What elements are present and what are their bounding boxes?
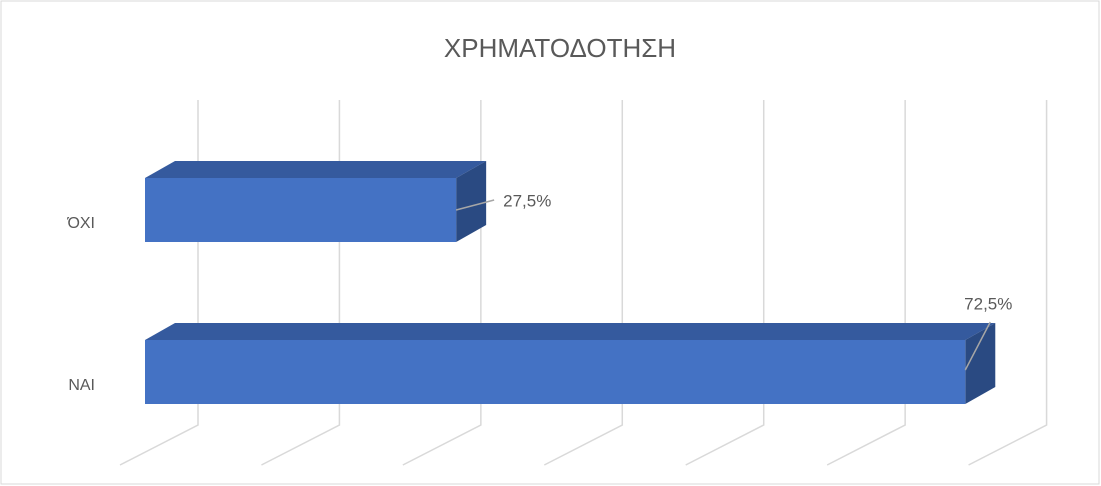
data-label: 27,5%: [503, 191, 551, 210]
bar-top: [145, 161, 487, 178]
grid-line: [826, 100, 906, 466]
y-tick-label: ΌΧΙ: [66, 215, 95, 232]
grid-line: [685, 100, 765, 466]
leader-line: [455, 199, 495, 211]
bar-side: [965, 323, 996, 404]
grid-line: [543, 100, 624, 466]
y-tick-label: ΝΑΙ: [68, 377, 95, 394]
leader-line: [964, 321, 991, 371]
bar: [145, 340, 966, 404]
bar-top: [145, 323, 996, 340]
data-label: 72,5%: [964, 294, 1012, 313]
bar: [145, 178, 457, 242]
bar-side: [456, 161, 487, 242]
chart-title: ΧΡΗΜΑΤΟΔΟΤΗΣΗ: [444, 33, 676, 63]
grid-line: [968, 100, 1048, 466]
